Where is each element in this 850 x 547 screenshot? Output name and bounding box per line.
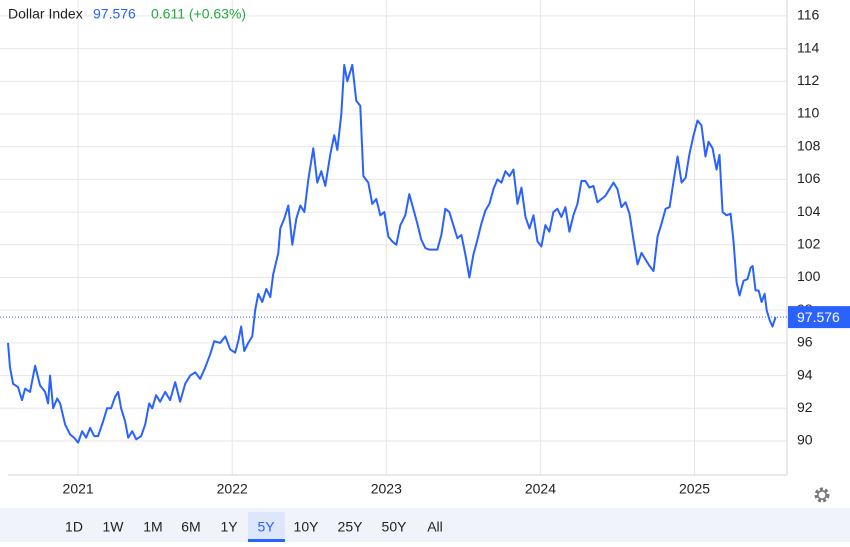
- x-tick-label: 2025: [679, 481, 710, 497]
- y-tick-label: 90: [797, 432, 813, 448]
- y-tick-label: 114: [797, 39, 820, 55]
- range-button[interactable]: 1D: [65, 519, 83, 535]
- header-change: 0.611 (+0.63%): [151, 6, 246, 22]
- price-line: [7, 63, 777, 444]
- x-tick-label: 2021: [63, 481, 94, 497]
- range-button[interactable]: 1W: [103, 519, 125, 535]
- x-tick-label: 2023: [371, 481, 402, 497]
- y-tick-label: 106: [797, 170, 821, 186]
- y-tick-label: 102: [797, 235, 821, 251]
- range-buttons: 1D 1W 1M 6M 1Y 5Y 10Y 25Y 50Y All: [65, 512, 443, 542]
- y-tick-label: 100: [797, 268, 821, 284]
- last-price-badge: [788, 306, 850, 329]
- x-tick-label: 2024: [525, 481, 556, 497]
- y-tick-label: 110: [797, 105, 820, 121]
- y-tick-label: 96: [797, 334, 813, 350]
- x-tick-label: 2022: [217, 481, 248, 497]
- last-price-label: 97.576: [797, 309, 840, 325]
- range-button[interactable]: 10Y: [294, 519, 320, 535]
- y-tick-label: 108: [797, 137, 821, 153]
- grid: [0, 0, 787, 475]
- settings-icon[interactable]: [814, 487, 830, 503]
- range-button-selected-bg: [248, 512, 285, 542]
- y-tick-label: 92: [797, 399, 813, 415]
- marks: [0, 63, 787, 444]
- y-tick-label: 116: [797, 7, 820, 23]
- range-button[interactable]: 6M: [181, 519, 200, 535]
- header-last: 97.576: [93, 6, 136, 22]
- range-button[interactable]: 25Y: [338, 519, 364, 535]
- range-bar: [0, 508, 850, 542]
- range-button[interactable]: 1M: [143, 519, 162, 535]
- range-button-underline: [248, 539, 285, 542]
- y-tick-label: 94: [797, 366, 813, 382]
- range-button[interactable]: 50Y: [382, 519, 408, 535]
- y-tick-label: 112: [797, 72, 820, 88]
- range-button[interactable]: All: [427, 519, 443, 535]
- labels: 9092949698100102104106108110112114116202…: [63, 7, 850, 497]
- header-title: Dollar Index: [8, 6, 83, 22]
- y-tick-label: 104: [797, 203, 821, 219]
- range-button[interactable]: 1Y: [220, 519, 238, 535]
- range-button[interactable]: 5Y: [257, 519, 275, 535]
